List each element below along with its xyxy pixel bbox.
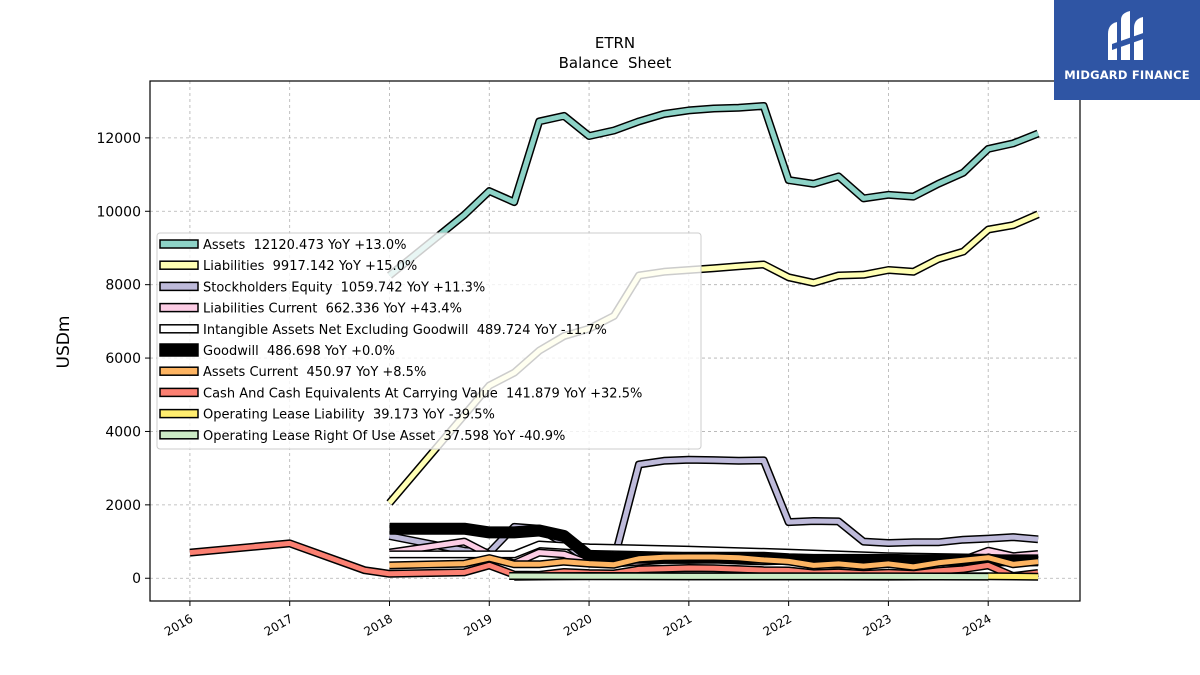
legend-swatch — [159, 343, 199, 357]
x-tick-label: 2024 — [960, 611, 993, 638]
legend-swatch — [159, 239, 199, 249]
legend-label: Goodwill 486.698 YoY +0.0% — [203, 344, 395, 359]
series-line — [387, 103, 1040, 278]
brand-name: MIDGARD FINANCE — [1064, 68, 1190, 82]
chart-title: ETRN — [595, 34, 635, 52]
legend-label: Intangible Assets Net Excluding Goodwill… — [203, 323, 607, 338]
x-tick-label: 2020 — [561, 611, 594, 638]
x-tick-label: 2021 — [661, 611, 694, 638]
x-tick-label: 2017 — [262, 611, 295, 638]
x-tick-label: 2022 — [761, 611, 794, 638]
brand-logo: MIDGARD FINANCE — [1054, 0, 1200, 100]
y-tick-label: 4000 — [105, 424, 141, 440]
x-tick-label: 2019 — [461, 611, 494, 638]
legend-swatch — [159, 281, 199, 292]
legend-label: Cash And Cash Equivalents At Carrying Va… — [203, 386, 642, 401]
midgard-logo-icon — [1108, 11, 1146, 60]
legend-label: Assets 12120.473 YoY +13.0% — [203, 238, 406, 253]
y-axis-label: USDm — [54, 316, 74, 369]
series-line — [189, 540, 1039, 579]
legend-swatch — [159, 387, 199, 398]
legend-swatch — [159, 260, 199, 270]
legend-swatch — [159, 366, 199, 376]
y-tick-label: 0 — [132, 571, 141, 587]
legend-label: Stockholders Equity 1059.742 YoY +11.3% — [203, 280, 485, 295]
legend-label: Operating Lease Liability 39.173 YoY -39… — [203, 408, 495, 423]
y-tick-label: 2000 — [105, 498, 141, 514]
y-tick-label: 6000 — [105, 351, 141, 367]
legend-label: Assets Current 450.97 YoY +8.5% — [203, 365, 426, 380]
plot-frame — [149, 80, 1081, 602]
y-tick-label: 10000 — [96, 204, 141, 220]
legend-swatch — [159, 302, 199, 313]
legend-box — [156, 232, 702, 450]
legend: Assets 12120.473 YoY +13.0% Liabilities 9… — [156, 232, 702, 450]
legend-swatch — [159, 324, 199, 334]
series-line — [389, 554, 1039, 570]
x-tick-label: 2018 — [362, 611, 395, 638]
x-tick-label: 2016 — [162, 611, 195, 638]
chart-subtitle: Balance Sheet — [559, 54, 672, 72]
y-tick-label: 12000 — [96, 131, 141, 147]
y-tick-label: 8000 — [105, 278, 141, 294]
x-tick-label: 2023 — [860, 611, 893, 638]
series-outline — [388, 455, 1039, 565]
legend-swatch — [159, 408, 199, 419]
legend-swatch — [159, 430, 199, 440]
series-line — [509, 573, 989, 580]
legend-label: Operating Lease Right Of Use Asset 37.59… — [203, 429, 565, 444]
legend-label: Liabilities Current 662.336 YoY +43.4% — [203, 302, 462, 317]
legend-label: Liabilities 9917.142 YoY +15.0% — [203, 259, 417, 274]
